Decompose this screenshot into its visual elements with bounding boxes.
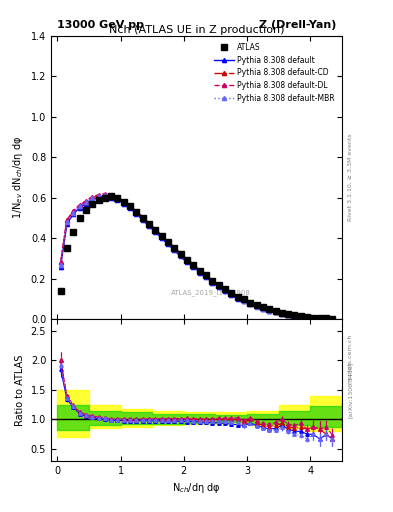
Title: Nch (ATLAS UE in Z production): Nch (ATLAS UE in Z production) [109, 25, 284, 35]
Legend: ATLAS, Pythia 8.308 default, Pythia 8.308 default-CD, Pythia 8.308 default-DL, P: ATLAS, Pythia 8.308 default, Pythia 8.30… [211, 39, 338, 106]
Text: Rivet 3.1.10, ≥ 3.3M events: Rivet 3.1.10, ≥ 3.3M events [348, 134, 353, 221]
Text: [arXiv:1306.3436]: [arXiv:1306.3436] [348, 362, 353, 418]
X-axis label: N$_{ch}$/dη dφ: N$_{ch}$/dη dφ [172, 481, 221, 495]
Y-axis label: 1/N$_{ev}$ dN$_{ch}$/dη dφ: 1/N$_{ev}$ dN$_{ch}$/dη dφ [11, 136, 25, 219]
Text: 13000 GeV pp: 13000 GeV pp [57, 20, 144, 30]
Text: Z (Drell-Yan): Z (Drell-Yan) [259, 20, 336, 30]
Text: mcplots.cern.ch: mcplots.cern.ch [348, 333, 353, 383]
Y-axis label: Ratio to ATLAS: Ratio to ATLAS [15, 354, 25, 425]
Text: ATLAS_2019_I1756908: ATLAS_2019_I1756908 [171, 290, 251, 296]
